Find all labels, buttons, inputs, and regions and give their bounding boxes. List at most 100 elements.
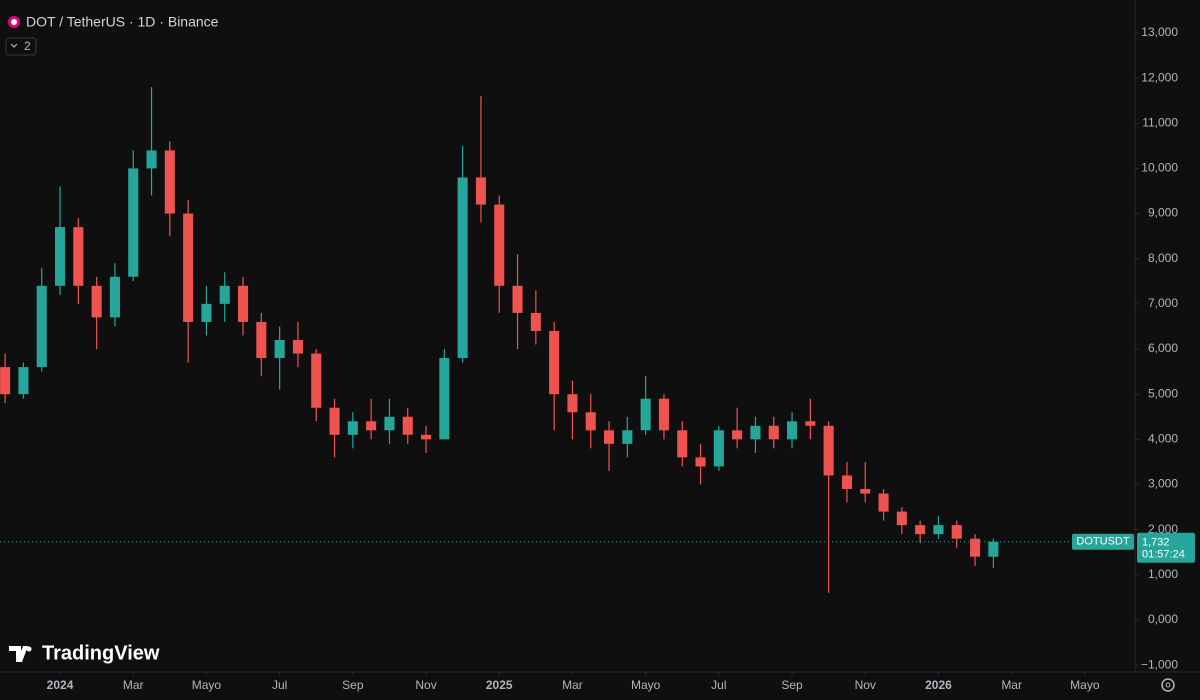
x-tick-label: Nov (415, 678, 436, 692)
indicator-toggle[interactable] (5, 37, 37, 56)
settings-button[interactable] (1161, 678, 1175, 692)
candle-body (219, 285, 230, 304)
candle-body (439, 358, 450, 440)
candle-body (951, 525, 962, 539)
x-tick-label: Mayo (192, 678, 222, 692)
candle-body (860, 489, 871, 494)
indicator-count: 2 (24, 39, 31, 53)
candle-body (494, 204, 505, 286)
x-tick-label: Nov (855, 678, 876, 692)
candle-body (878, 493, 889, 512)
x-tick-label: 2025 (486, 678, 513, 692)
candle-body (768, 425, 779, 440)
candle-body (274, 340, 285, 359)
candle-body (183, 213, 194, 322)
candle-body (896, 511, 907, 526)
y-tick-label: 13,000 (1141, 25, 1178, 39)
candle-body (658, 398, 669, 431)
gear-icon-center[interactable] (1165, 682, 1171, 688)
candle-body (823, 425, 834, 476)
x-tick-label: Jul (711, 678, 726, 692)
brand-logo-dot (26, 646, 32, 652)
chevron-icon (10, 43, 18, 48)
x-tick-label: Mayo (631, 678, 661, 692)
candle-body (915, 525, 926, 535)
x-tick-label: Mayo (1070, 678, 1100, 692)
x-tick-label: 2024 (47, 678, 74, 692)
candle-body (787, 421, 798, 440)
candle-body (0, 367, 11, 395)
candle-body (549, 330, 560, 395)
brand-name: TradingView (42, 642, 160, 664)
candle-body (237, 285, 249, 322)
symbol-tag: DOTUSDT (1076, 536, 1129, 548)
candle-body (18, 367, 29, 395)
y-tick-label: 2,000 (1148, 522, 1178, 536)
gear-icon[interactable] (1161, 678, 1175, 692)
y-tick-label: 3,000 (1148, 477, 1178, 491)
candle-body (530, 312, 541, 331)
y-tick-label: −1,000 (1141, 657, 1178, 671)
candle-body (347, 421, 358, 435)
candle-body (457, 177, 468, 359)
candle-body (933, 525, 944, 535)
candle-body (622, 430, 633, 444)
x-tick-label: Sep (342, 678, 364, 692)
last-price-label: 1,732 (1142, 537, 1170, 549)
candle-body (201, 303, 212, 322)
candle-body (329, 407, 340, 435)
candle-body (567, 394, 578, 413)
candle-body (970, 538, 981, 557)
brand-logo (9, 646, 28, 662)
x-tick-label: Mar (1001, 678, 1022, 692)
candle-body (585, 412, 596, 431)
x-tick-label: Mar (562, 678, 583, 692)
candle-body (402, 416, 413, 435)
y-tick-label: 5,000 (1148, 386, 1178, 400)
candle-body (475, 177, 486, 205)
countdown: 01:57:24 (1142, 549, 1185, 561)
candle-body (640, 398, 651, 431)
candle-body (988, 541, 999, 557)
candle-body (750, 425, 761, 440)
y-tick-label: 1,000 (1148, 567, 1178, 581)
candle-body (164, 150, 175, 214)
y-tick-label: 11,000 (1142, 115, 1178, 129)
candle-body (366, 421, 377, 431)
y-tick-label: 0,000 (1148, 612, 1178, 626)
y-tick-label: 7,000 (1148, 296, 1178, 310)
x-tick-label: Jul (272, 678, 287, 692)
symbol-header: DOT / TetherUS · 1D · Binance 2 (5, 14, 219, 56)
candle-body (841, 475, 852, 490)
candle-body (146, 150, 157, 169)
x-tick-label: Mar (123, 678, 144, 692)
candle-body (36, 285, 47, 368)
candle-body (732, 430, 743, 440)
candle-body (54, 227, 66, 286)
x-tick-label: Sep (781, 678, 803, 692)
symbol-icon-inner (11, 19, 17, 25)
candle-body (292, 340, 303, 354)
price-tag-box (1137, 532, 1195, 563)
brand: TradingView (9, 642, 160, 664)
x-tick-label: 2026 (925, 678, 952, 692)
candle-body (677, 430, 688, 458)
candle-body (805, 421, 816, 426)
candle-body (109, 276, 120, 318)
candle-body (695, 457, 706, 467)
y-tick-label: 9,000 (1148, 206, 1178, 220)
candle-body (128, 168, 139, 277)
candle-body (421, 434, 432, 440)
y-tick-label: 8,000 (1148, 251, 1178, 265)
y-tick-label: 10,000 (1141, 161, 1178, 175)
candle-body (311, 353, 322, 408)
candle-body (512, 285, 523, 313)
candle-body (713, 430, 724, 467)
chart-title: DOT / TetherUS · 1D · Binance (26, 14, 219, 30)
candle-body (91, 285, 102, 318)
candle-body (73, 227, 84, 286)
y-tick-label: 4,000 (1148, 432, 1178, 446)
